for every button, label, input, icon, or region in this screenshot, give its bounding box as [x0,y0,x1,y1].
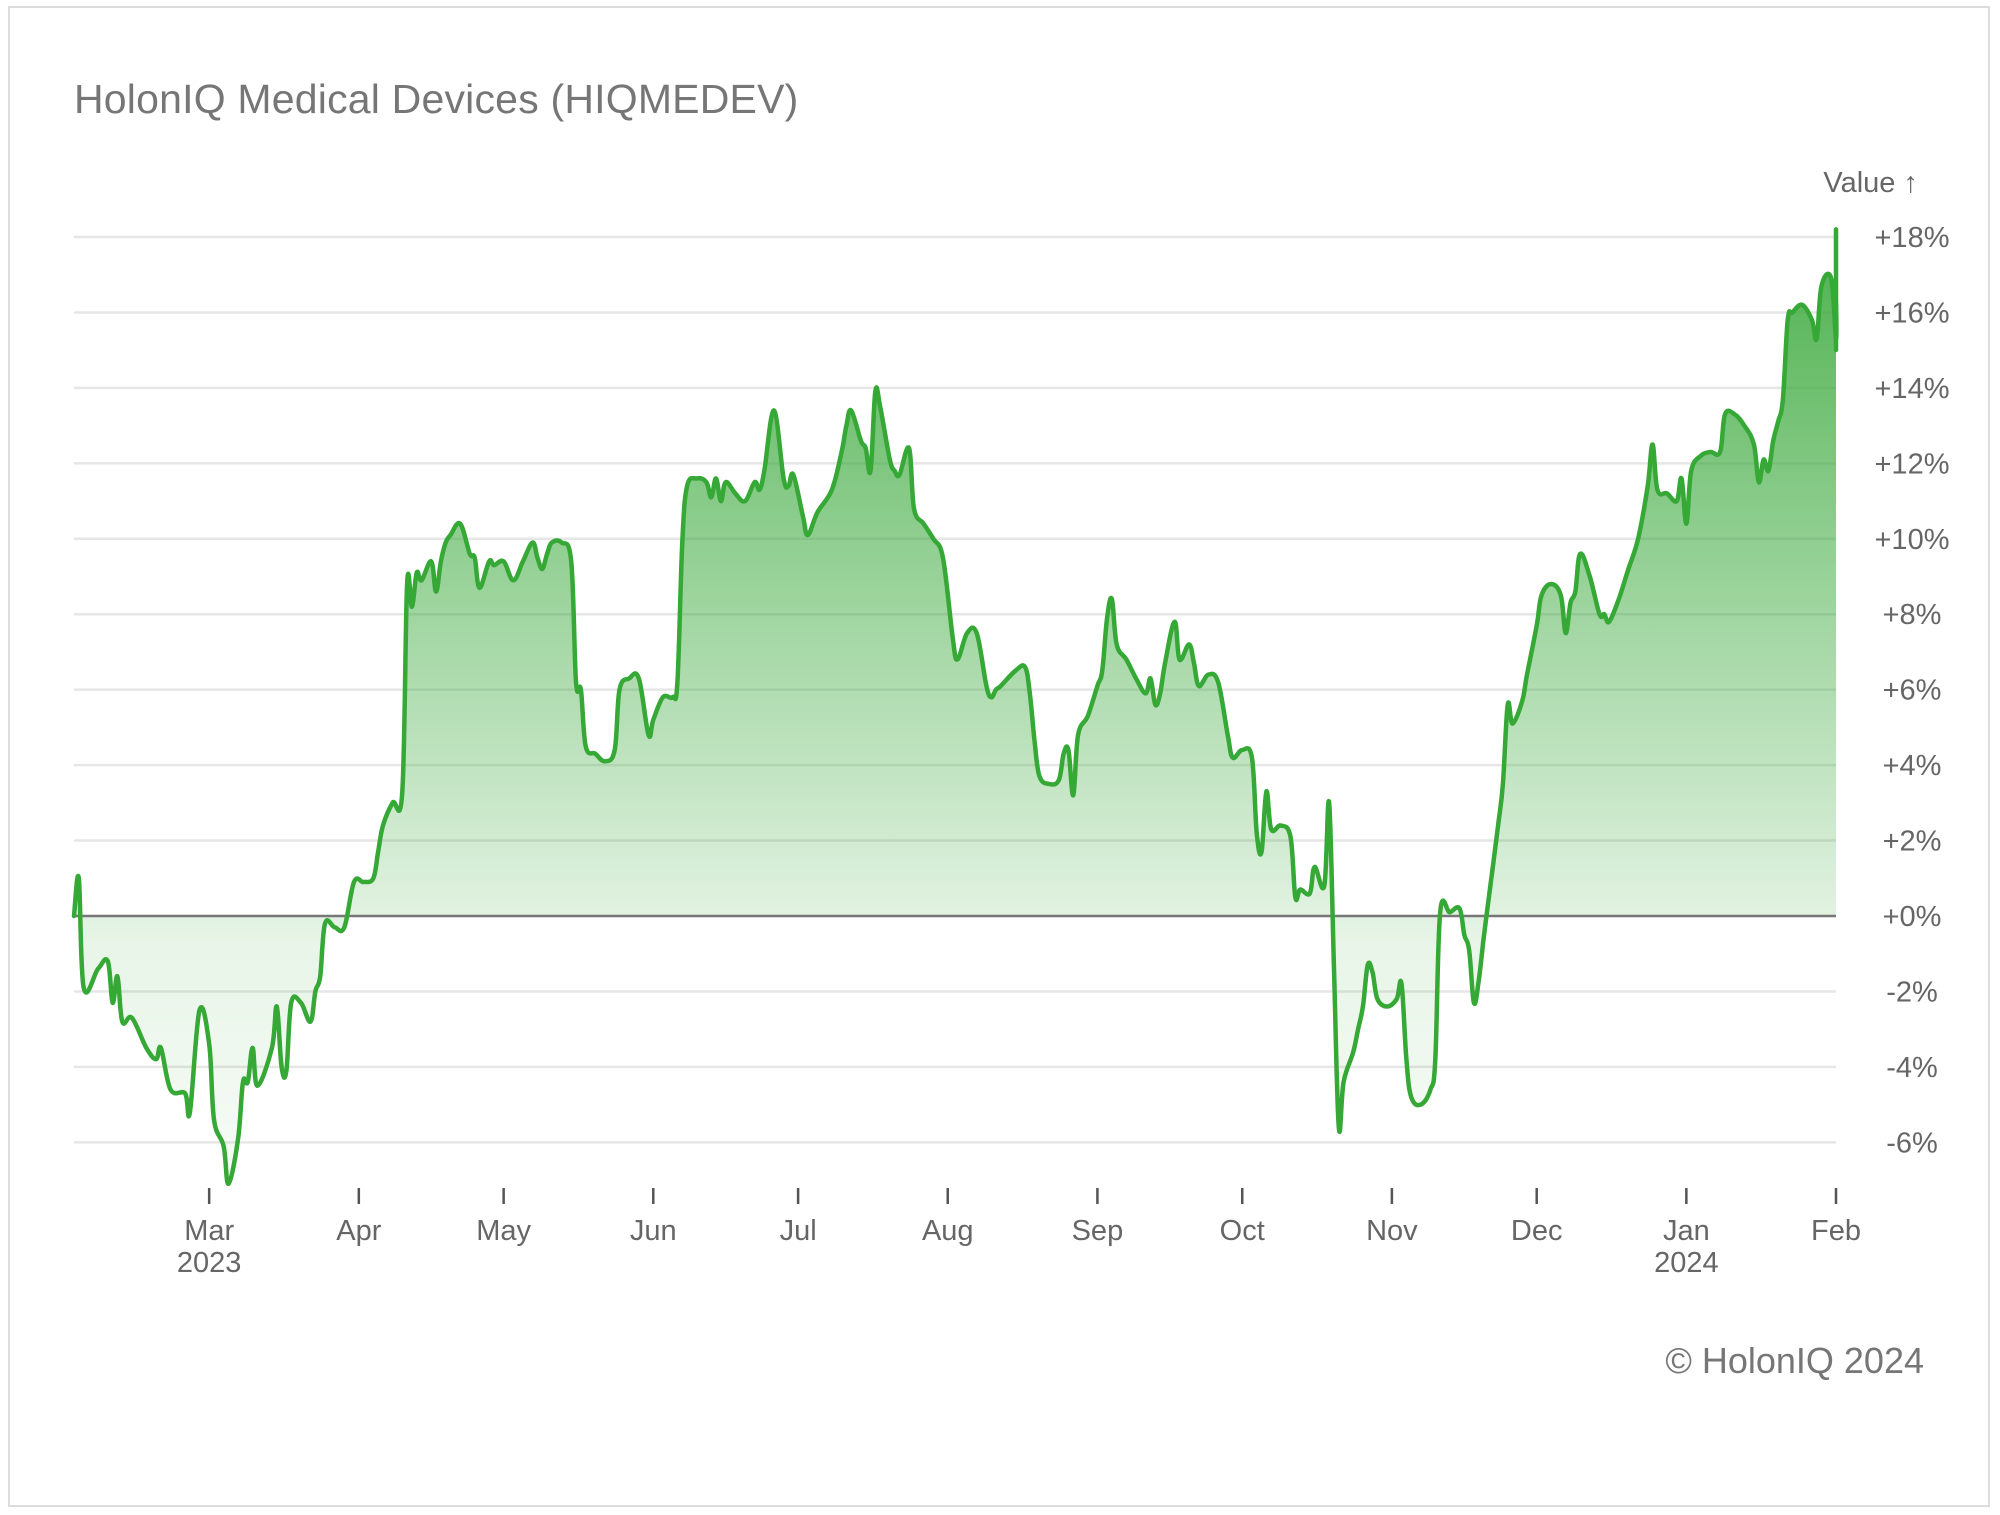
y-tick-label: +6% [1883,675,1942,707]
x-tick-label: Dec [1511,1215,1563,1247]
y-tick-label: +14% [1875,373,1950,405]
y-tick-label: +18% [1875,222,1950,254]
series-line [71,227,1839,1187]
y-tick-label: +8% [1883,599,1942,631]
x-tick-label: Sep [1072,1215,1124,1247]
x-tick-label: Feb [1811,1215,1861,1247]
y-axis-label: Value ↑ [1823,167,1918,199]
chart-title: HolonIQ Medical Devices (HIQMEDEV) [74,76,799,122]
y-tick-label: +2% [1883,826,1942,858]
x-tick-sublabel: 2024 [1654,1247,1719,1279]
x-tick-label: Jun [630,1215,677,1247]
x-tick-label: Apr [336,1215,381,1247]
x-tick-label: Oct [1220,1215,1265,1247]
series-area [74,229,1837,1184]
x-tick-label: Nov [1366,1215,1418,1247]
copyright-text: © HolonIQ 2024 [1665,1340,1924,1381]
y-tick-label: +0% [1883,901,1942,933]
x-tick-label: Jul [780,1215,817,1247]
x-tick-label: Aug [922,1215,974,1247]
y-tick-label: +12% [1875,448,1950,480]
y-tick-label: +10% [1875,524,1950,556]
y-tick-label: -2% [1886,976,1938,1008]
y-tick-label: -4% [1886,1052,1938,1084]
y-axis: +18% +16% +14% +12% +10% +8% +6% +4% +2% +0% -2% -4… [1875,222,1950,1159]
x-tick-label: Jan [1663,1215,1710,1247]
x-tick-label: Mar [184,1215,234,1247]
y-tick-label: +4% [1883,750,1942,782]
y-tick-label: +16% [1875,297,1950,329]
x-tick-sublabel: 2023 [177,1247,242,1279]
y-tick-label: -6% [1886,1127,1938,1159]
x-tick-label: May [476,1215,531,1247]
